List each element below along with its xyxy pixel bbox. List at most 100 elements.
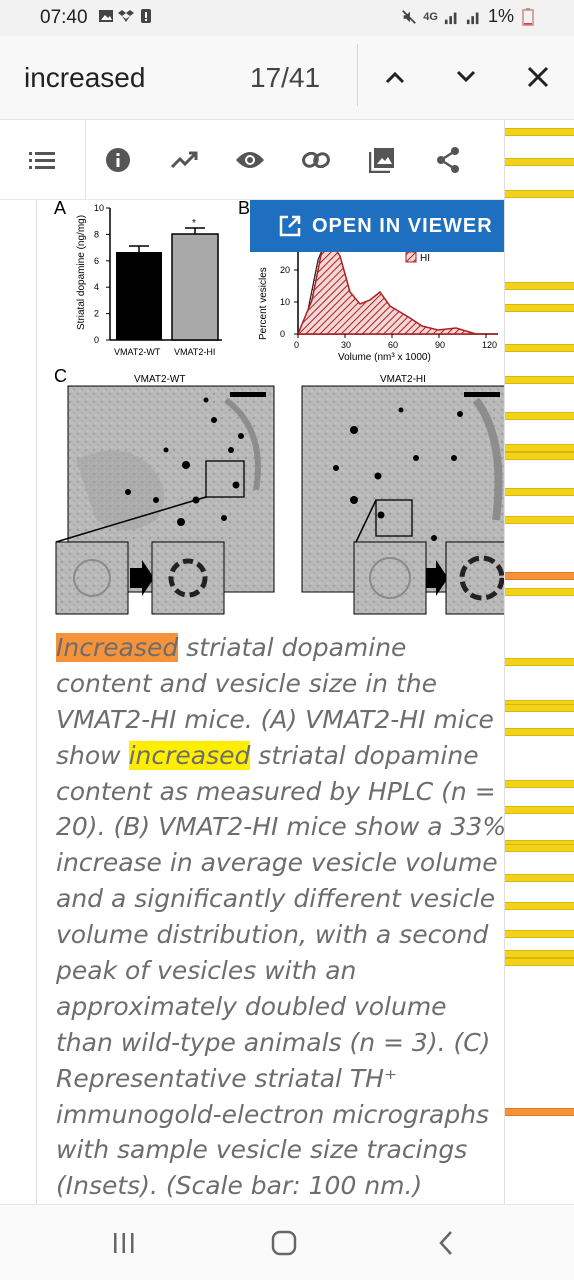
match-marker[interactable]: [505, 950, 574, 958]
x-tick-label: 30: [341, 340, 351, 350]
caption-text: show: [56, 740, 129, 770]
signal-icon: [444, 9, 460, 25]
panel-b-ylabel: Percent vesicles: [258, 267, 269, 340]
eye-icon: [236, 152, 264, 168]
match-marker[interactable]: [505, 728, 574, 736]
match-marker[interactable]: [505, 304, 574, 312]
panel-b-xlabel: Volume (nm³ x 1000): [338, 352, 431, 363]
match-marker[interactable]: [505, 444, 574, 452]
match-marker[interactable]: [505, 452, 574, 460]
close-find-button[interactable]: [514, 56, 562, 98]
current-match-marker[interactable]: [505, 572, 574, 580]
metrics-button[interactable]: [162, 138, 206, 182]
recents-icon: [114, 1233, 134, 1253]
copy-link-button[interactable]: [294, 138, 338, 182]
y-tick-label: 20: [280, 265, 290, 275]
y-tick-label: 10: [94, 203, 104, 213]
match-marker[interactable]: [505, 704, 574, 712]
match-marker[interactable]: [505, 516, 574, 524]
caption-line: Representative striatal TH⁺: [56, 1061, 504, 1097]
caption-line: content and vesicle size in the: [56, 666, 504, 702]
info-button[interactable]: [96, 138, 140, 182]
outline-button[interactable]: [20, 138, 64, 182]
caption-text: VMAT2-HI mice. (A) VMAT2-HI mice: [56, 704, 494, 734]
battery-percent: 1%: [487, 6, 514, 26]
caption-line: approximately doubled volume: [56, 989, 504, 1025]
list-icon: [29, 152, 55, 169]
match-marker[interactable]: [505, 158, 574, 166]
gallery-icon: [98, 8, 114, 24]
caption-line: VMAT2-HI mice. (A) VMAT2-HI mice: [56, 702, 504, 738]
find-input[interactable]: increased: [24, 62, 146, 93]
match-marker[interactable]: [505, 128, 574, 136]
figure-caption: Increased striatal dopamine content and v…: [56, 630, 504, 1204]
caption-text: than wild-type animals (n = 3). (C): [56, 1027, 491, 1057]
x-tick-label: 90: [435, 340, 445, 350]
image-icon: [369, 148, 394, 173]
panel-a-yticks: 0 2 4 6 8 10: [94, 203, 110, 345]
match-marker[interactable]: [505, 376, 574, 384]
match-marker[interactable]: [505, 844, 574, 852]
bar-vmat2-wt: [116, 252, 162, 340]
back-button[interactable]: [422, 1223, 470, 1263]
match-marker[interactable]: [505, 658, 574, 666]
match-marker[interactable]: [505, 930, 574, 938]
match-marker[interactable]: [505, 412, 574, 420]
match-scroll-track[interactable]: [504, 120, 574, 1204]
home-button[interactable]: [260, 1223, 308, 1263]
caption-text: increase in average vesicle volume: [56, 848, 498, 878]
caption-line: peak of vesicles with an: [56, 953, 504, 989]
y-tick-label: 10: [280, 297, 290, 307]
recent-apps-button[interactable]: [100, 1223, 148, 1263]
next-match-button[interactable]: [442, 56, 490, 98]
previous-match-button[interactable]: [371, 56, 419, 98]
category-label-hi: VMAT2-HI: [174, 347, 215, 357]
match-marker[interactable]: [505, 1108, 574, 1116]
match-marker[interactable]: [505, 344, 574, 352]
match-marker[interactable]: [505, 874, 574, 882]
histogram-hi: [296, 242, 498, 335]
notification-icons: [98, 8, 154, 24]
match-marker[interactable]: [505, 780, 574, 788]
caption-text: immunogold-electron micrographs: [56, 1099, 490, 1129]
match-marker[interactable]: [505, 588, 574, 596]
article-content: A Striatal dopamine (ng/mg) 0 2 4 6 8 10 * VM…: [0, 200, 504, 1204]
open-in-viewer-button[interactable]: OPEN IN VIEWER: [250, 200, 538, 252]
micrograph-wt: [55, 385, 275, 615]
home-icon: [271, 1230, 297, 1256]
panel-a-ylabel: Striatal dopamine (ng/mg): [76, 215, 87, 330]
caption-text: with sample vesicle size tracings: [56, 1135, 468, 1165]
significance-star: *: [192, 218, 196, 229]
match-marker[interactable]: [505, 902, 574, 910]
toolbar-separator: [85, 120, 86, 200]
caption-text: Representative striatal TH⁺: [56, 1063, 398, 1093]
legend-hi-swatch: [405, 251, 417, 263]
match-marker[interactable]: [505, 190, 574, 198]
figure-image[interactable]: A Striatal dopamine (ng/mg) 0 2 4 6 8 10 * VM…: [36, 200, 504, 620]
share-icon: [437, 147, 459, 173]
match-marker[interactable]: [505, 282, 574, 290]
chevron-up-icon: [385, 71, 405, 84]
android-nav-bar: [0, 1204, 574, 1280]
figures-button[interactable]: [360, 138, 404, 182]
view-button[interactable]: [228, 138, 272, 182]
dropbox-icon: [118, 8, 134, 24]
link-icon: [302, 152, 330, 168]
caption-line: increase in average vesicle volume: [56, 845, 504, 881]
match-marker[interactable]: [505, 488, 574, 496]
caption-line: Increased striatal dopamine: [56, 630, 504, 666]
panel-c-letter: C: [54, 366, 67, 386]
panel-b-yticks: 0 10 20: [280, 265, 298, 339]
caption-line: 20). (B) VMAT2-HI mice show a 33%: [56, 809, 504, 845]
match-marker[interactable]: [505, 806, 574, 814]
share-button[interactable]: [426, 138, 470, 182]
match-marker[interactable]: [505, 958, 574, 966]
y-tick-label: 6: [94, 256, 99, 266]
status-time: 07:40: [40, 7, 88, 28]
y-tick-label: 0: [280, 329, 285, 339]
caption-line: volume distribution, with a second: [56, 917, 504, 953]
legend-hi-label: HI: [420, 253, 430, 264]
alert-icon: [138, 8, 154, 24]
caption-line: with sample vesicle size tracings: [56, 1132, 504, 1168]
caption-text: striatal dopamine: [250, 740, 479, 770]
